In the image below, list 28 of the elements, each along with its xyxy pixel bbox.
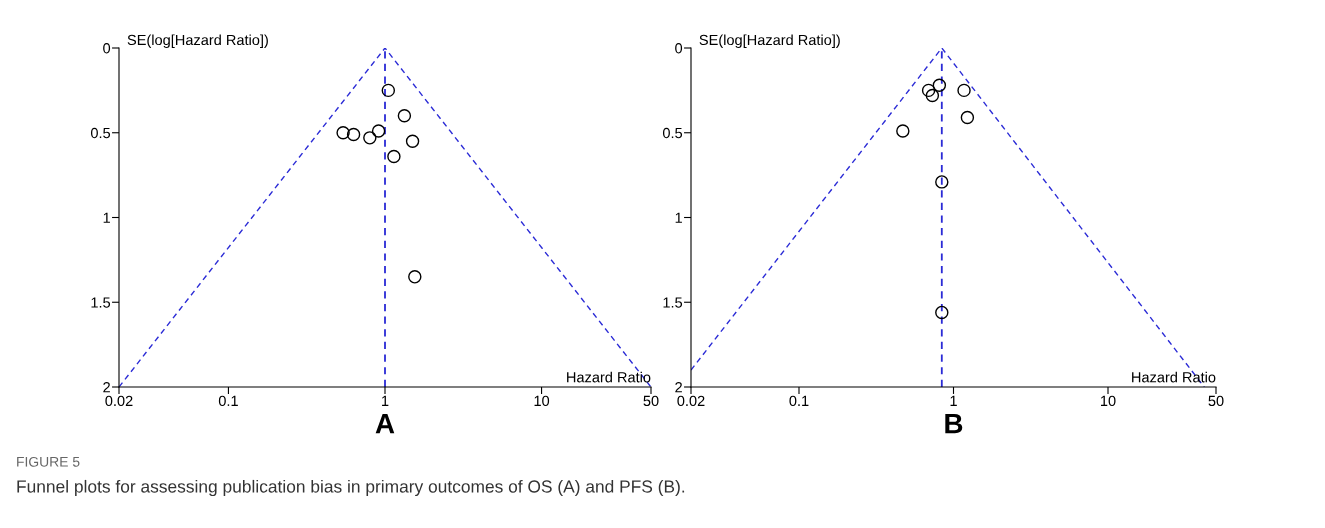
y-tick-label: 0.5 [90,127,111,139]
y-tick-label: 0 [103,43,111,54]
y-tick-label: 1.5 [91,297,111,308]
y-tick-label: 0.5 [662,127,683,139]
text: A [375,414,395,434]
x-tick-label: 10 [534,395,550,407]
x-tick-label: 1 [382,395,389,406]
x-tick-label: 50 [643,395,659,407]
x-tick-label: 0.02 [677,395,705,407]
x-tick-label: 0.02 [105,395,133,407]
x-axis-title: Hazard Ratio [567,371,651,383]
y-axis-title: SE(log[Hazard Ratio]) [127,34,268,48]
y-tick-label: 0 [675,43,683,54]
text: B [945,414,963,434]
text: Funnel plots for assessing publication bias in primary outcomes of OS (A) and PFS (B). [17,479,685,497]
x-tick-label: 0.1 [218,395,238,407]
x-tick-label: 0.1 [789,395,809,407]
y-tick-label: 2 [103,382,110,393]
y-tick-label: 1.5 [663,297,683,308]
x-tick-label: 10 [1101,395,1116,407]
x-tick-label: 1 [950,395,957,406]
y-tick-label: 1 [103,212,110,223]
x-axis-title: Hazard Ratio [1132,371,1216,383]
caption: FIGURE 5 [17,456,80,467]
y-tick-label: 2 [675,382,682,393]
x-tick-label: 50 [1208,395,1224,407]
y-axis-title: SE(log[Hazard Ratio]) [699,34,840,48]
y-tick-label: 1 [675,212,682,223]
